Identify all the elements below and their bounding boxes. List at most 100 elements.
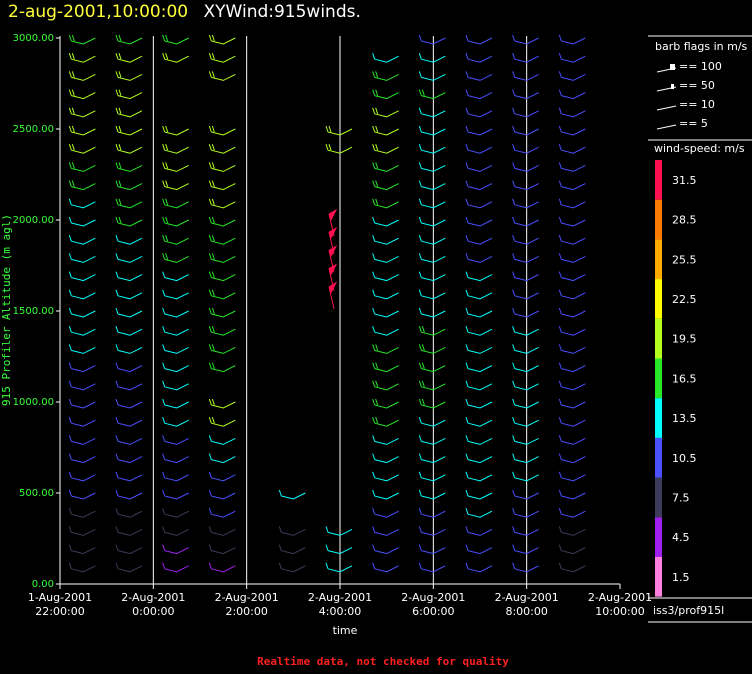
wind-barb (162, 307, 189, 318)
wind-barb (115, 198, 143, 209)
wind-barb (162, 544, 189, 555)
wind-barb (68, 417, 96, 427)
wind-barb (325, 526, 353, 536)
wind-barb (68, 362, 96, 373)
wind-barb (208, 253, 236, 263)
wind-barb (465, 289, 493, 300)
wind-barb (512, 307, 539, 318)
wind-barb (115, 380, 143, 391)
wind-barb (208, 271, 236, 282)
wind-barb (115, 71, 143, 81)
wind-barb (372, 307, 399, 318)
wind-barb (465, 125, 493, 136)
wind-barb (68, 180, 96, 191)
wind-barb (68, 489, 96, 500)
colorbar-swatch (655, 160, 662, 200)
wind-barb (372, 435, 399, 445)
wind-barb (68, 71, 96, 81)
wind-barb (208, 471, 236, 482)
wind-barb (465, 526, 493, 536)
wind-barb (512, 107, 539, 118)
wind-barb (162, 526, 189, 536)
wind-barb (162, 417, 189, 427)
wind-barb (558, 398, 586, 409)
wind-barb (512, 508, 539, 518)
wind-barb (115, 180, 143, 191)
wind-barb (512, 471, 539, 482)
wind-barb (512, 162, 539, 172)
wind-barb (328, 281, 338, 309)
x-tick-label-date: 2-Aug-2001 (121, 591, 185, 604)
wind-barb (558, 107, 586, 118)
wind-barb (512, 344, 539, 354)
wind-barb (465, 453, 493, 464)
header-title: XYWind:915winds. (203, 2, 361, 22)
wind-barb (558, 162, 586, 172)
wind-barb (162, 435, 189, 445)
x-tick-label-date: 2-Aug-2001 (215, 591, 279, 604)
wind-barb (208, 562, 236, 573)
wind-barb (512, 34, 539, 45)
wind-barb (418, 271, 446, 282)
wind-barb (372, 216, 399, 227)
wind-barb (372, 144, 399, 154)
wind-barb (512, 216, 539, 227)
wind-barb (115, 89, 143, 100)
wind-barb (208, 544, 236, 555)
wind-barb (162, 326, 189, 336)
x-tick-label-time: 6:00:00 (412, 605, 454, 618)
wind-barb (512, 362, 539, 373)
wind-barb (115, 526, 143, 536)
colorbar-label: 16.5 (672, 372, 697, 385)
wind-barb (465, 326, 493, 336)
wind-barb (558, 34, 586, 45)
barb-legend-title: barb flags in m/s (655, 40, 748, 53)
wind-barb (208, 144, 236, 154)
wind-barb (162, 380, 189, 391)
wind-barb (208, 417, 236, 427)
wind-barb (418, 526, 446, 536)
time-gridlines (152, 36, 528, 584)
wind-barb (372, 326, 399, 336)
wind-barb (558, 562, 586, 573)
colorbar-label: 19.5 (672, 333, 697, 346)
wind-barb (558, 289, 586, 300)
barb-legend-label: == 10 (679, 98, 715, 111)
x-tick-label-time: 2:00:00 (225, 605, 267, 618)
colorbar-label: 25.5 (672, 253, 697, 266)
wind-barb (465, 271, 493, 282)
wind-barb (418, 107, 446, 118)
colorbar-label: 28.5 (672, 214, 697, 227)
wind-barb (372, 544, 399, 555)
wind-barb (372, 235, 399, 245)
y-tick-label: 0.00 (32, 579, 54, 590)
wind-barb (208, 34, 236, 45)
wind-barb (558, 180, 586, 191)
wind-barb (68, 144, 96, 154)
y-tick-label: 500.00 (19, 488, 54, 499)
wind-barb (558, 271, 586, 282)
wind-barb (558, 435, 586, 445)
wind-barb (372, 198, 399, 209)
wind-barb (162, 562, 189, 573)
wind-barb (278, 544, 306, 555)
wind-barb (115, 544, 143, 555)
wind-barb (208, 489, 236, 500)
wind-barb (278, 562, 306, 573)
wind-barb (68, 198, 96, 209)
wind-barb (558, 526, 586, 536)
wind-barb (208, 326, 236, 336)
wind-barb (558, 53, 586, 63)
wind-barb (558, 235, 586, 245)
wind-barb (115, 216, 143, 227)
colorbar-swatch (655, 239, 662, 280)
wind-barb (372, 162, 399, 172)
wind-barb (208, 180, 236, 191)
wind-barb (162, 362, 189, 373)
y-axis-ticks: 0.00 500.00 1000.00 1500.00 2000.00 2500.00 30… (13, 33, 60, 590)
wind-barb (115, 289, 143, 300)
wind-barb (558, 253, 586, 263)
wind-barb (418, 180, 446, 191)
y-tick-label: 1000.00 (13, 397, 54, 408)
wind-barb (465, 344, 493, 354)
